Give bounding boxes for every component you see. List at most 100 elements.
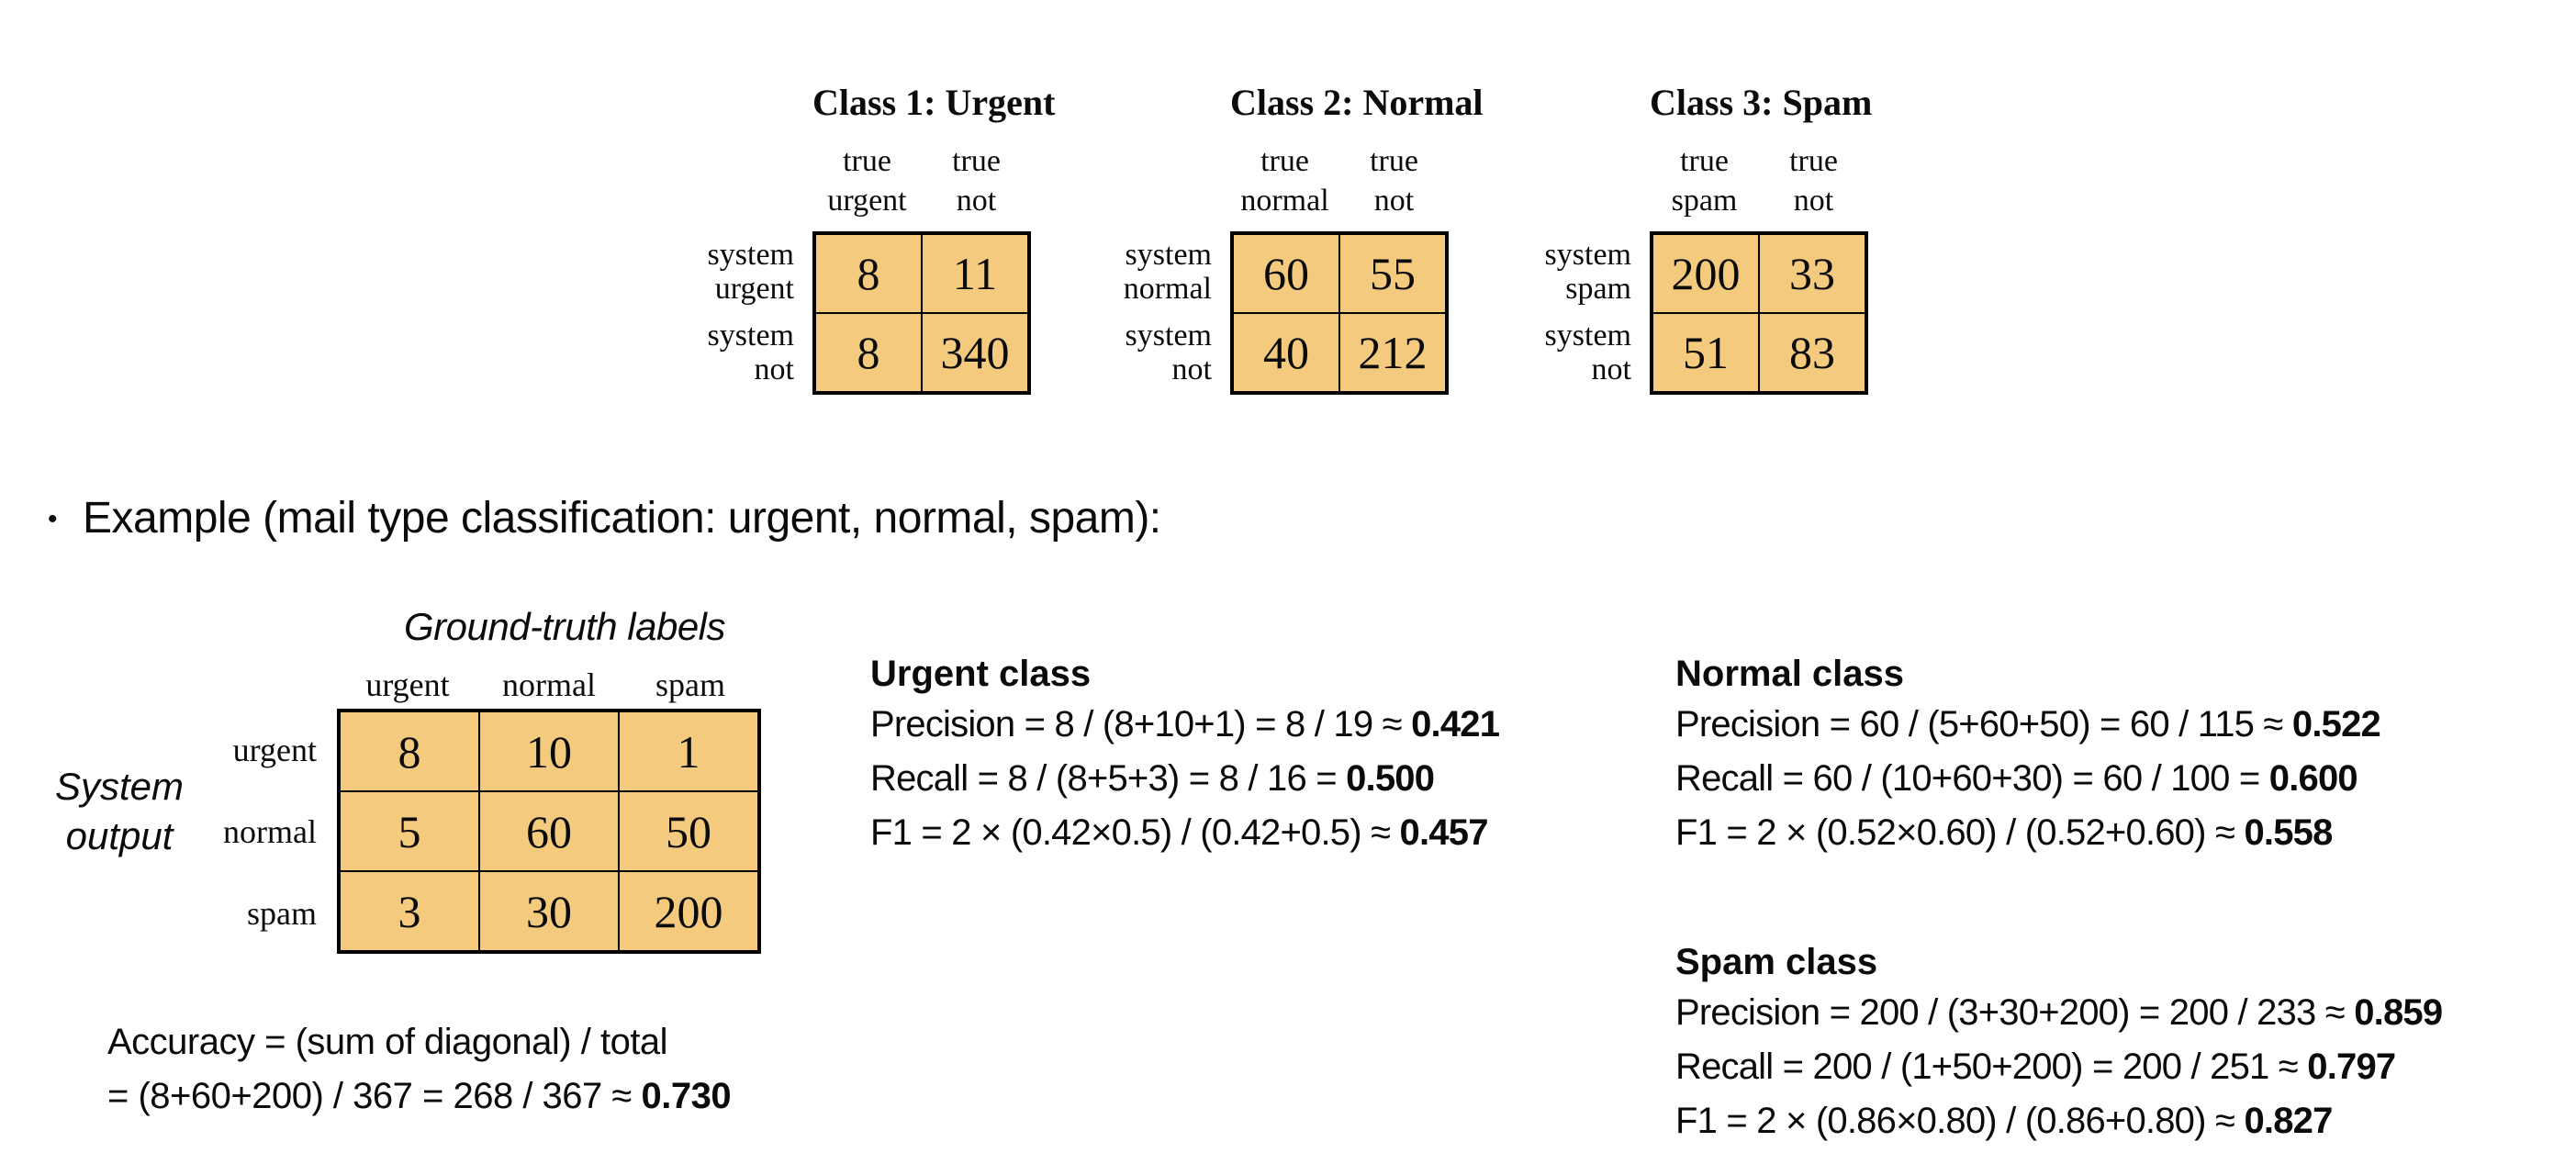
matrix-cell: 51 (1652, 313, 1759, 392)
accuracy-line1: Accuracy = (sum of diagonal) / total (107, 1022, 668, 1062)
column-header: true normal (1230, 141, 1339, 220)
precision-text: Precision = 60 / (5+60+50) = 60 / 115 ≈ (1675, 704, 2292, 744)
row-header: system urgent (666, 231, 803, 312)
row-header-line: not (754, 353, 794, 386)
confusion-matrix-table: 8 11 8 340 (812, 231, 1031, 395)
row-header: normal (223, 812, 317, 850)
matrix-cell: 1 (619, 711, 758, 791)
column-header-line: not (1793, 184, 1834, 218)
metrics-urgent-class: Urgent class Precision = 8 / (8+10+1) = … (870, 652, 1788, 860)
f1-text: F1 = 2 × (0.86×0.80) / (0.86+0.80) ≈ (1675, 1101, 2245, 1141)
matrix-cell: 8 (815, 234, 922, 313)
metrics-title: Spam class (1675, 942, 1878, 982)
matrix-cell: 10 (479, 711, 619, 791)
row-header-line: system (707, 319, 794, 353)
precision-value: 0.859 (2354, 992, 2443, 1033)
matrix-cell: 8 (815, 313, 922, 392)
row-header-line: system (707, 238, 794, 272)
binary-matrix-title: Class 3: Spam (1650, 82, 1873, 123)
column-header-line: normal (1240, 184, 1329, 218)
column-header: urgent (365, 666, 450, 703)
recall-text: Recall = 8 / (8+5+3) = 8 / 16 = (870, 758, 1347, 799)
row-header-line: urgent (714, 272, 794, 306)
column-headers: true normal true not (1230, 141, 1449, 220)
row-header-line: system (1544, 238, 1631, 272)
f1-line: F1 = 2 × (0.86×0.80) / (0.86+0.80) ≈ 0.8… (1675, 1094, 2576, 1148)
precision-line: Precision = 200 / (3+30+200) = 200 / 233… (1675, 986, 2576, 1040)
column-header-line: spam (1671, 184, 1738, 218)
matrix-cell: 60 (1233, 234, 1339, 313)
matrix-cell: 50 (619, 791, 758, 871)
precision-value: 0.421 (1411, 704, 1500, 744)
column-headers: true spam true not (1650, 141, 1868, 220)
recall-value: 0.797 (2307, 1046, 2396, 1087)
metrics-title: Urgent class (870, 654, 1092, 694)
column-header: true urgent (812, 141, 922, 220)
column-header: true spam (1650, 141, 1759, 220)
row-header-line: system (1125, 319, 1212, 353)
matrix-cell: 3 (340, 871, 479, 951)
column-header-line: true (1789, 144, 1838, 178)
precision-text: Precision = 8 / (8+10+1) = 8 / 19 ≈ (870, 704, 1412, 744)
confusion-matrix-table: 200 33 51 83 (1650, 231, 1868, 395)
accuracy-line2: = (8+60+200) / 367 = 268 / 367 ≈ 0.730 (107, 1069, 732, 1124)
matrix-cell: 55 (1339, 234, 1446, 313)
accuracy-line2-text: = (8+60+200) / 367 = 268 / 367 ≈ (107, 1076, 642, 1116)
column-header: true not (1339, 141, 1449, 220)
column-header-line: not (1373, 184, 1415, 218)
precision-text: Precision = 200 / (3+30+200) = 200 / 233… (1675, 992, 2355, 1033)
bullet-line: • Example (mail type classification: urg… (48, 490, 1161, 547)
bullet-text: Example (mail type classification: urgen… (83, 494, 1161, 543)
precision-value: 0.522 (2291, 704, 2381, 744)
matrix-cell: 33 (1759, 234, 1865, 313)
confusion-matrix-table: 60 55 40 212 (1230, 231, 1449, 395)
matrix-cell: 30 (479, 871, 619, 951)
recall-text: Recall = 60 / (10+60+30) = 60 / 100 = (1675, 758, 2269, 799)
matrix-cell: 212 (1339, 313, 1446, 392)
system-output-label: System output (37, 762, 202, 861)
column-header: spam (655, 666, 725, 703)
multiclass-column-headers: urgent normal spam (337, 665, 761, 705)
column-header-line: true (1680, 144, 1729, 178)
row-header: system not (1503, 312, 1641, 393)
f1-text: F1 = 2 × (0.42×0.5) / (0.42+0.5) ≈ (870, 812, 1400, 853)
row-header: system spam (1503, 231, 1641, 312)
accuracy-block: Accuracy = (sum of diagonal) / total = (… (107, 1015, 732, 1124)
column-header-line: true (952, 144, 1001, 178)
column-headers: true urgent true not (812, 141, 1031, 220)
matrix-cell: 5 (340, 791, 479, 871)
row-header: urgent (232, 731, 317, 768)
row-headers: system urgent system not (666, 231, 803, 393)
metrics-spam-class: Spam class Precision = 200 / (3+30+200) … (1675, 940, 2576, 1148)
column-header-line: true (843, 144, 891, 178)
f1-value: 0.558 (2244, 812, 2333, 853)
row-header-line: spam (1565, 272, 1631, 306)
binary-confusion-group-spam: Class 3: Spam true spam true not system … (1503, 82, 1873, 404)
f1-text: F1 = 2 × (0.52×0.60) / (0.52+0.60) ≈ (1675, 812, 2245, 853)
matrix-cell: 60 (479, 791, 619, 871)
f1-line: F1 = 2 × (0.42×0.5) / (0.42+0.5) ≈ 0.457 (870, 806, 1788, 860)
recall-value: 0.600 (2268, 758, 2358, 799)
precision-line: Precision = 60 / (5+60+50) = 60 / 115 ≈ … (1675, 698, 2576, 752)
precision-line: Precision = 8 / (8+10+1) = 8 / 19 ≈ 0.42… (870, 698, 1788, 752)
column-header-line: urgent (827, 184, 907, 218)
row-header: system normal (1083, 231, 1221, 312)
matrix-cell: 340 (922, 313, 1028, 392)
accuracy-value: 0.730 (641, 1076, 732, 1116)
matrix-cell: 8 (340, 711, 479, 791)
f1-value: 0.457 (1399, 812, 1489, 853)
binary-confusion-group-urgent: Class 1: Urgent true urgent true not sys… (666, 83, 1055, 404)
ground-truth-label: Ground-truth labels (403, 605, 726, 648)
binary-confusion-group-normal: Class 2: Normal true normal true not sys… (1083, 83, 1484, 404)
bullet-icon: • (48, 504, 58, 534)
matrix-cell: 200 (1652, 234, 1759, 313)
row-header: system not (666, 312, 803, 393)
row-header-line: normal (1123, 272, 1212, 306)
recall-line: Recall = 200 / (1+50+200) = 200 / 251 ≈ … (1675, 1040, 2576, 1094)
column-header: true not (1759, 141, 1868, 220)
recall-line: Recall = 8 / (8+5+3) = 8 / 16 = 0.500 (870, 752, 1788, 806)
metrics-title: Normal class (1675, 654, 1905, 694)
row-header-line: not (1171, 353, 1212, 386)
column-header-line: true (1260, 144, 1309, 178)
